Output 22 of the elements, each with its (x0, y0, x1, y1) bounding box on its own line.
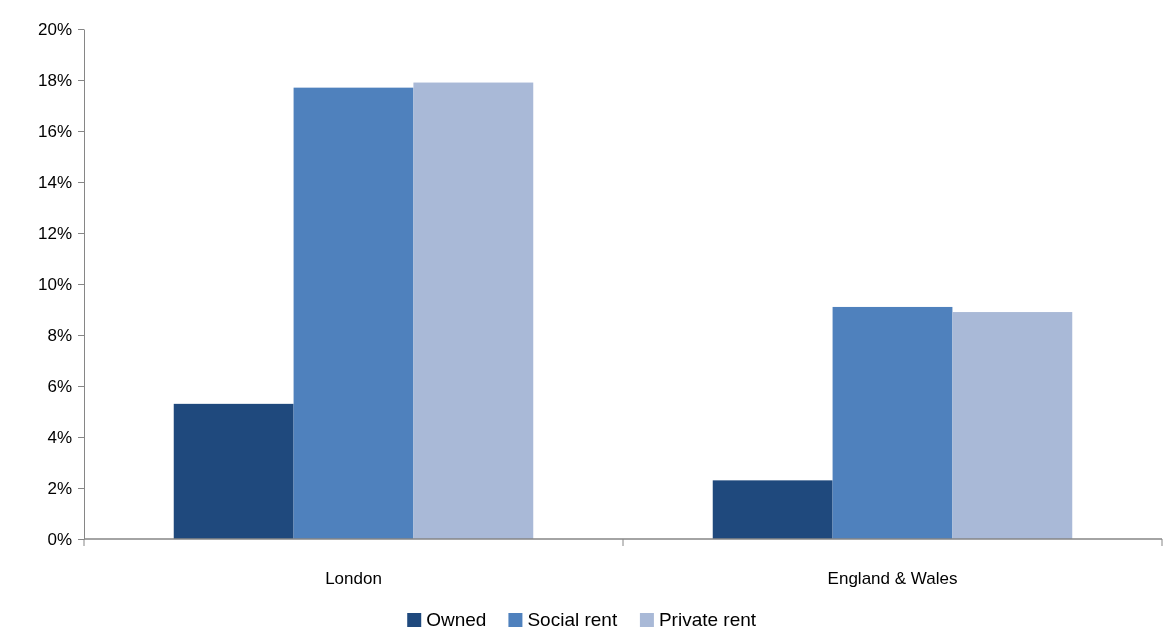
x-tick-label: London (325, 569, 382, 588)
bar (952, 312, 1073, 539)
y-tick-label: 2% (47, 478, 72, 498)
x-tick-label: England & Wales (827, 569, 958, 588)
y-tick-label: 10% (37, 274, 72, 294)
y-tick-label: 4% (47, 427, 72, 447)
bar (173, 403, 294, 539)
y-tick-label: 8% (47, 325, 72, 345)
bar (832, 306, 953, 539)
bar (293, 87, 414, 539)
bar (413, 82, 534, 539)
y-tick-label: 16% (37, 121, 72, 141)
legend-label: Social rent (527, 609, 618, 630)
y-tick-label: 6% (47, 376, 72, 396)
y-tick-label: 14% (37, 172, 72, 192)
y-tick-label: 20% (37, 19, 72, 39)
legend-label: Private rent (658, 609, 757, 630)
y-tick-label: 0% (47, 529, 72, 549)
bar (712, 480, 833, 539)
y-tick-label: 18% (37, 70, 72, 90)
legend-label: Owned (426, 609, 487, 630)
y-tick-label: 12% (37, 223, 72, 243)
